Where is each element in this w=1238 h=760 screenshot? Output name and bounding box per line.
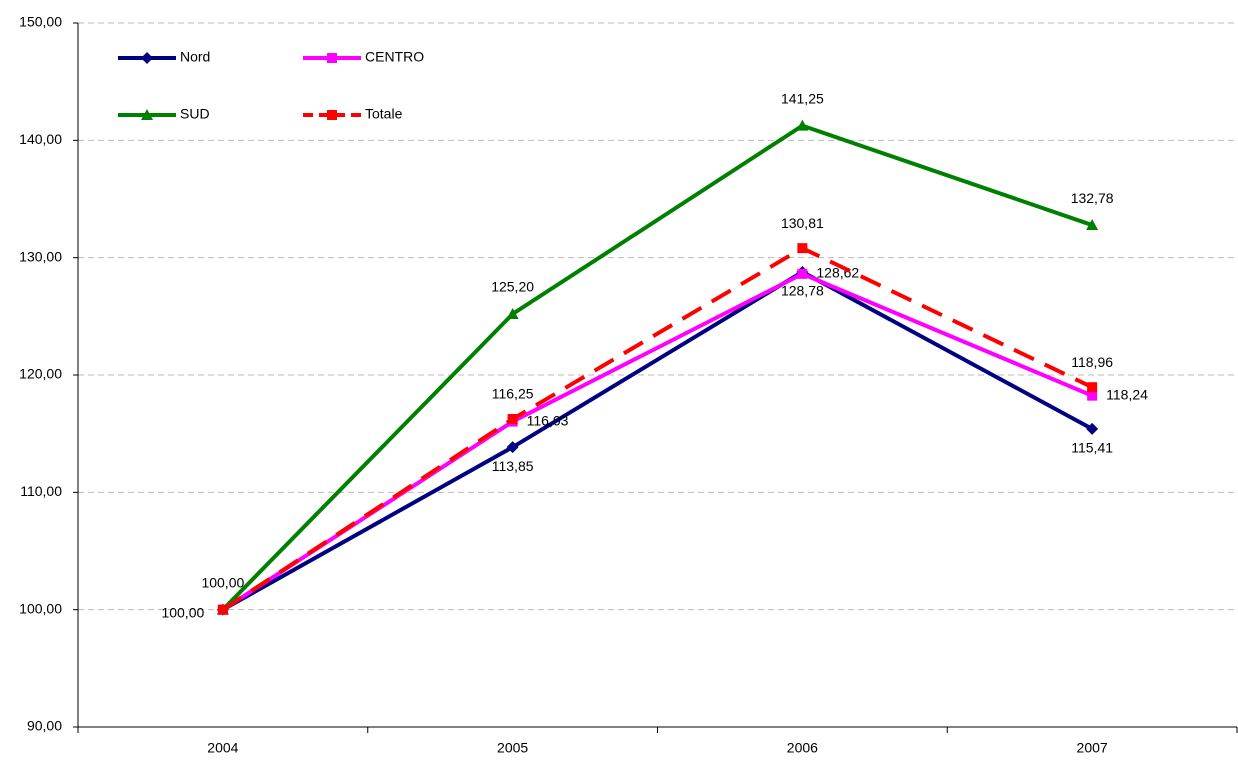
y-tick-label: 150,00 [19,14,62,30]
y-tick-label: 90,00 [27,718,62,734]
marker [1087,382,1098,393]
data-label: 115,41 [1071,440,1113,456]
data-label: 128,78 [781,283,824,299]
data-label: 118,24 [1106,386,1148,402]
marker [506,441,519,454]
data-label: 100,00 [161,604,204,620]
data-label: 130,81 [781,215,824,231]
data-label: 100,00 [201,574,244,590]
marker [141,109,153,120]
legend-bg [100,38,460,138]
marker [217,604,228,615]
legend-label: SUD [180,106,210,122]
marker [1086,219,1099,231]
series-line [221,269,1094,612]
x-tick-label: 2006 [787,740,818,756]
data-label: 118,96 [1071,354,1113,370]
marker [506,307,519,319]
marker [507,414,518,424]
legend-label: Totale [365,106,403,122]
data-label: 116,03 [527,412,569,428]
data-label: 132,78 [1071,190,1114,206]
data-label: 113,85 [492,458,534,474]
marker [1086,422,1099,435]
legend-label: Nord [180,49,210,65]
marker [327,53,337,63]
marker [141,52,153,64]
legend-label: CENTRO [365,49,424,65]
data-label: 125,20 [491,279,534,295]
x-tick-label: 2007 [1077,740,1108,756]
y-tick-label: 120,00 [19,366,62,382]
y-tick-label: 130,00 [19,248,62,264]
x-tick-label: 2005 [497,740,528,756]
series-line [221,245,1093,612]
data-label: 116,25 [492,386,534,402]
marker [1087,390,1098,401]
marker [797,268,808,279]
marker [327,110,337,120]
series-line [221,123,1093,612]
y-tick-label: 100,00 [19,600,62,616]
legend: Nord CENTRO SUD Totale [100,38,460,138]
y-tick-label: 140,00 [19,131,62,147]
x-tick-label: 2004 [207,740,238,756]
data-label: 141,25 [781,90,824,106]
y-tick-label: 110,00 [20,483,62,499]
marker [796,119,809,131]
marker [797,243,808,254]
